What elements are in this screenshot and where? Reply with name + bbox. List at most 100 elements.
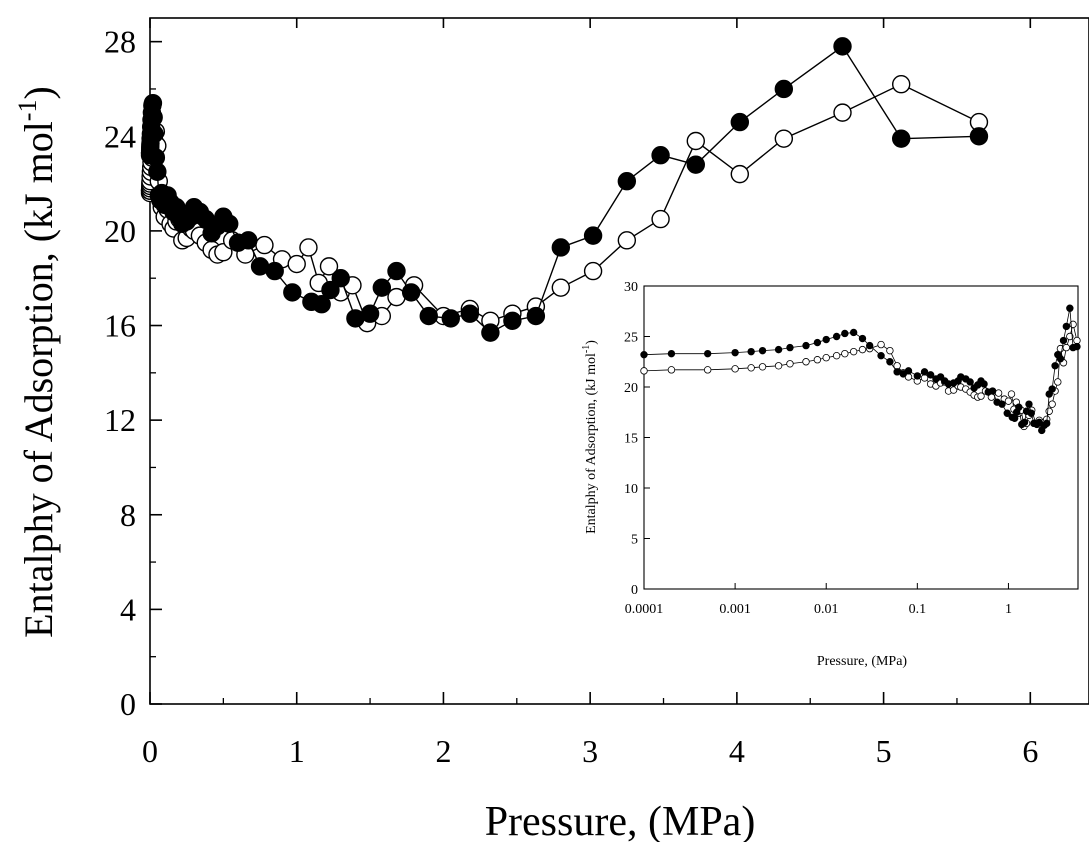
main-data-point <box>833 37 852 56</box>
inset-data-point <box>774 345 783 354</box>
main-data-point <box>526 306 546 326</box>
main-x-tick-label: 2 <box>435 733 451 769</box>
inset-y-tick-label: 5 <box>631 533 638 548</box>
inset-data-point <box>1025 400 1033 408</box>
main-data-point <box>283 283 302 302</box>
inset-data-point <box>747 347 755 356</box>
main-y-tick-label: 8 <box>120 497 136 533</box>
main-y-axis-label: Entalphy of Adsorption, (kJ mol-1) <box>13 86 61 638</box>
main-data-point <box>617 172 637 191</box>
main-y-tick-label: 28 <box>104 24 136 60</box>
inset-y-tick-label: 30 <box>624 280 638 295</box>
inset-data-point <box>822 335 830 344</box>
inset-data-point <box>913 372 922 380</box>
main-data-point <box>312 295 331 314</box>
inset-data-point <box>774 362 783 370</box>
inset-x-tick-label: 0.01 <box>814 602 839 617</box>
main-y-tick-label: 20 <box>104 213 136 249</box>
main-data-point <box>551 278 571 297</box>
main-data-point <box>255 235 274 255</box>
inset-axis-ticks <box>643 285 1009 590</box>
inset-data-point <box>640 350 648 359</box>
inset-data-point <box>802 341 810 350</box>
main-data-point <box>419 306 438 326</box>
inset-data-point <box>1056 355 1065 363</box>
main-plot-frame <box>149 17 1089 705</box>
inset-data-point <box>980 380 988 388</box>
inset-x-tick-label: 0.001 <box>719 602 751 617</box>
main-data-point <box>686 155 705 174</box>
main-data-point <box>441 309 460 328</box>
inset-data-point <box>1003 409 1011 417</box>
main-data-point <box>686 131 705 151</box>
inset-data-point <box>786 343 794 352</box>
main-data-point <box>321 280 340 300</box>
main-data-point <box>583 261 603 281</box>
main-data-point <box>360 304 380 323</box>
inset-data-point <box>849 347 858 356</box>
inset-data-point <box>886 346 894 355</box>
main-data-point <box>774 79 794 99</box>
inset-data-point <box>703 366 712 374</box>
main-data-point <box>387 261 406 281</box>
inset-data-point <box>1066 304 1074 312</box>
main-axis-ticks <box>149 18 1032 705</box>
main-data-point <box>144 108 163 127</box>
main-data-point <box>319 257 339 276</box>
main-data-point <box>503 311 522 330</box>
inset-data-point <box>1004 397 1013 405</box>
inset-data-point <box>1073 336 1081 345</box>
inset-data-point <box>1062 343 1071 352</box>
inset-y-tick-label: 10 <box>624 482 638 497</box>
inset-data-point <box>1027 409 1035 417</box>
inset-data-point <box>904 367 913 375</box>
inset-data-point <box>703 349 712 358</box>
inset-y-tick-label: 0 <box>631 583 638 598</box>
inset-data-point <box>747 364 755 372</box>
inset-data-point <box>1043 419 1051 428</box>
inset-data-point <box>832 351 841 360</box>
inset-data-point <box>1062 322 1071 331</box>
main-data-point <box>299 238 318 257</box>
inset-data-point <box>832 332 841 341</box>
inset-x-tick-label: 0.1 <box>909 602 927 617</box>
main-data-point <box>730 164 750 184</box>
main-y-tick-label: 24 <box>104 118 136 154</box>
main-x-tick-label: 5 <box>876 733 892 769</box>
inset-x-tick-label: 1 <box>1005 602 1012 617</box>
inset-data-point <box>758 363 767 371</box>
main-data-point <box>583 226 603 245</box>
inset-x-tick-label: 0.0001 <box>625 602 664 617</box>
inset-series <box>640 304 1081 435</box>
inset-y-tick-label: 15 <box>624 432 638 447</box>
main-x-tick-label: 0 <box>142 733 158 769</box>
inset-data-point <box>949 386 958 394</box>
main-data-point <box>220 214 239 234</box>
inset-data-point <box>667 366 676 374</box>
main-x-tick-label: 4 <box>729 733 745 769</box>
inset-data-point <box>1048 400 1056 408</box>
inset-data-point <box>1054 378 1062 386</box>
inset-data-point <box>813 356 822 364</box>
main-y-tick-label: 16 <box>104 308 136 344</box>
inset-data-point <box>640 367 648 375</box>
inset-data-point <box>988 387 997 395</box>
inset-data-point <box>1015 403 1023 411</box>
main-y-tick-label: 4 <box>120 591 136 627</box>
inset-data-point <box>1045 407 1053 415</box>
inset-y-axis-label: Entalphy of Adsorption, (kJ mol-1) <box>581 340 599 534</box>
inset-data-point <box>994 389 1003 397</box>
main-data-point <box>460 304 480 323</box>
main-data-point <box>774 129 794 148</box>
inset-data-point <box>667 349 676 358</box>
inset-data-point <box>1066 332 1074 341</box>
main-x-axis-label: Pressure, (MPa) <box>485 799 756 842</box>
inset-data-point <box>858 345 867 354</box>
main-data-point <box>372 278 392 297</box>
inset-data-point <box>1051 362 1059 370</box>
inset-y-tick-label: 20 <box>624 381 638 396</box>
inset-data-point <box>1007 390 1016 398</box>
